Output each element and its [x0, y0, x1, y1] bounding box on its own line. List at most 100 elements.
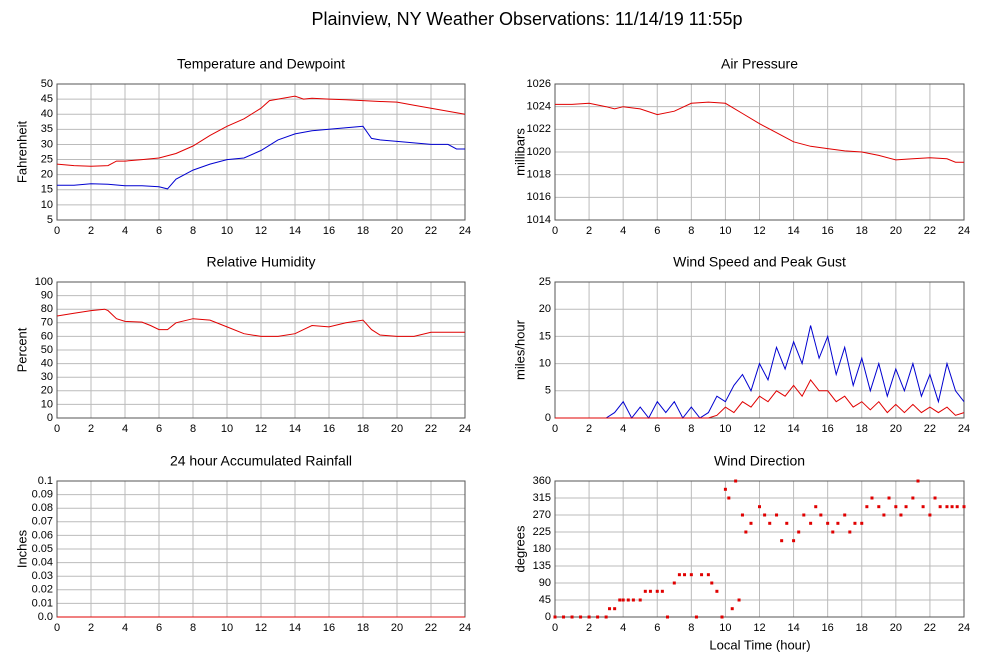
data-point — [792, 539, 796, 543]
y-tick-label: 100 — [35, 276, 53, 288]
data-point — [955, 505, 959, 509]
x-tick-label: 6 — [654, 622, 660, 634]
x-tick-label: 6 — [156, 423, 162, 435]
data-point — [655, 589, 659, 593]
x-tick-label: 2 — [586, 622, 592, 634]
data-point — [665, 615, 669, 619]
x-tick-label: 24 — [958, 423, 970, 435]
x-tick-label: 10 — [719, 225, 731, 237]
x-tick-label: 0 — [552, 622, 558, 634]
data-point — [797, 530, 801, 534]
plot-frame — [554, 480, 965, 618]
x-tick-label: 12 — [753, 225, 765, 237]
data-point — [865, 505, 869, 509]
y-axis-label: Fahrenheit — [14, 121, 29, 184]
y-tick-label: 0.03 — [32, 570, 53, 582]
data-point — [780, 539, 784, 543]
data-point — [608, 607, 612, 611]
data-point — [720, 615, 724, 619]
y-tick-label: 25 — [539, 276, 551, 288]
x-tick-label: 20 — [890, 423, 902, 435]
data-point — [618, 598, 622, 602]
data-point — [928, 513, 932, 517]
x-tick-label: 24 — [459, 622, 471, 634]
x-tick-label: 12 — [255, 423, 267, 435]
data-point — [962, 505, 966, 509]
y-tick-label: 50 — [41, 344, 53, 356]
y-tick-label: 50 — [41, 78, 53, 90]
data-point — [870, 496, 874, 500]
x-tick-label: 14 — [289, 225, 301, 237]
x-tick-label: 22 — [425, 423, 437, 435]
data-point — [570, 615, 574, 619]
x-tick-label: 0 — [54, 622, 60, 634]
y-tick-label: 1020 — [527, 146, 551, 158]
data-point — [683, 573, 687, 577]
y-tick-label: 15 — [41, 184, 53, 196]
x-tick-label: 4 — [122, 423, 128, 435]
x-tick-label: 20 — [890, 225, 902, 237]
x-tick-label: 16 — [822, 622, 834, 634]
x-tick-label: 16 — [323, 225, 335, 237]
data-point — [809, 521, 813, 525]
data-point — [730, 607, 734, 611]
x-tick-label: 4 — [122, 225, 128, 237]
data-point — [933, 496, 937, 500]
x-tick-label: 8 — [190, 622, 196, 634]
x-tick-label: 2 — [586, 423, 592, 435]
data-point — [734, 479, 738, 483]
x-tick-label: 18 — [856, 622, 868, 634]
data-line — [56, 308, 465, 337]
x-tick-label: 10 — [221, 622, 233, 634]
plot-frame — [56, 83, 466, 221]
plot-frame — [554, 83, 965, 221]
y-tick-label: 0.1 — [38, 475, 53, 487]
data-point — [843, 513, 847, 517]
x-tick-label: 24 — [459, 423, 471, 435]
x-tick-label: 18 — [856, 423, 868, 435]
x-tick-label: 18 — [357, 225, 369, 237]
x-tick-label: 10 — [221, 423, 233, 435]
x-tick-label: 6 — [654, 225, 660, 237]
x-tick-label: 16 — [822, 225, 834, 237]
y-tick-label: 90 — [41, 290, 53, 302]
data-point — [604, 615, 608, 619]
data-point — [763, 513, 767, 517]
y-tick-label: 270 — [533, 509, 551, 521]
x-tick-label: 6 — [156, 622, 162, 634]
y-tick-label: 20 — [41, 169, 53, 181]
y-tick-label: 10 — [41, 199, 53, 211]
data-line — [56, 95, 466, 167]
data-point — [579, 615, 583, 619]
y-axis-label: millibars — [512, 128, 527, 176]
x-tick-label: 12 — [753, 622, 765, 634]
data-point — [904, 505, 908, 509]
x-tick-label: 4 — [620, 423, 626, 435]
data-point — [553, 615, 557, 619]
x-tick-label: 12 — [255, 225, 267, 237]
panel-title: Temperature and Dewpoint — [177, 56, 345, 72]
data-line — [57, 125, 465, 190]
x-tick-label: 20 — [391, 622, 403, 634]
plot-frame — [554, 281, 965, 419]
y-tick-label: 360 — [533, 475, 551, 487]
x-tick-label: 14 — [787, 622, 799, 634]
x-axis-label: Local Time (hour) — [709, 637, 810, 652]
x-tick-label: 6 — [654, 423, 660, 435]
y-tick-label: 0 — [47, 412, 53, 424]
x-tick-label: 16 — [822, 423, 834, 435]
data-point — [672, 581, 676, 585]
y-tick-label: 15 — [539, 330, 551, 342]
y-tick-label: 315 — [533, 492, 551, 504]
x-tick-label: 0 — [552, 423, 558, 435]
x-tick-label: 14 — [787, 225, 799, 237]
data-point — [626, 598, 630, 602]
x-tick-label: 24 — [459, 225, 471, 237]
x-tick-label: 2 — [586, 225, 592, 237]
x-tick-label: 22 — [924, 423, 936, 435]
data-point — [911, 496, 915, 500]
y-tick-label: 0.01 — [32, 597, 53, 609]
y-tick-label: 5 — [47, 214, 53, 226]
data-point — [916, 479, 920, 483]
y-tick-label: 25 — [41, 153, 53, 165]
